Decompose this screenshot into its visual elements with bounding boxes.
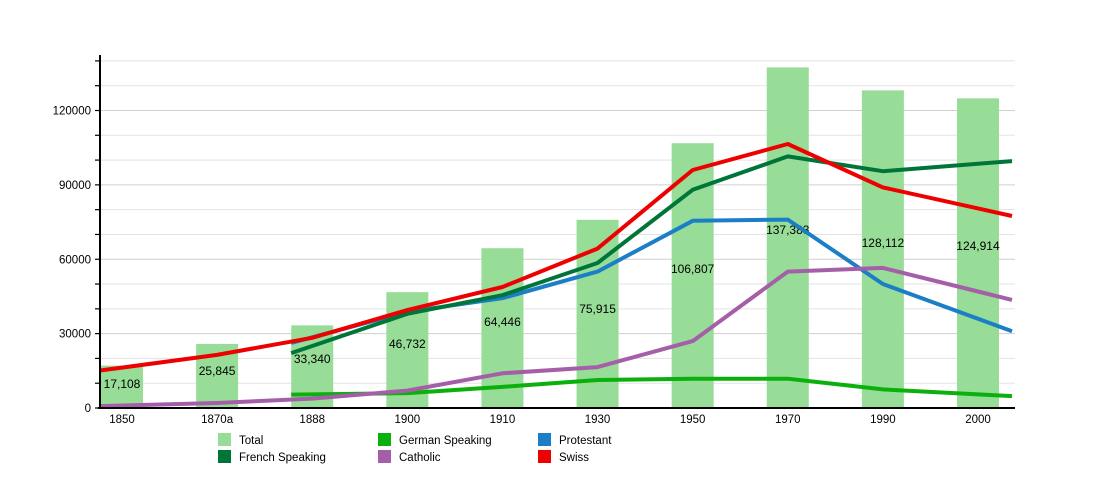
legend-label: Protestant <box>559 435 612 447</box>
bar <box>861 90 904 408</box>
legend-item: Catholic <box>378 450 441 464</box>
legend-item: French Speaking <box>218 450 326 464</box>
x-axis-label: 1950 <box>680 414 706 426</box>
x-axis-label: 2000 <box>965 414 991 426</box>
legend-swatch <box>218 450 231 463</box>
legend-item: Protestant <box>538 433 612 447</box>
line-french-speaking <box>290 154 1013 355</box>
legend-item: German Speaking <box>378 433 492 447</box>
bar-value-label: 46,732 <box>389 337 426 351</box>
x-axis-label: 1900 <box>395 414 421 426</box>
legend-label: French Speaking <box>239 452 326 464</box>
x-axis-labels-group: 1850 1870a 1888 1900 1910 1930 1950 1970 1990 200… <box>109 414 991 426</box>
y-axis-label: 60000 <box>59 254 91 266</box>
bar <box>671 143 714 408</box>
lines-group <box>99 142 1013 409</box>
legend-swatch <box>538 450 551 463</box>
x-axis-label: 1970 <box>775 414 801 426</box>
bar-labels-group: 17,108 25,845 33,340 46,732 64,446 75,915 106,… <box>104 223 1000 391</box>
bar-value-label: 17,108 <box>104 377 141 391</box>
y-axis-labels-group: 0 30000 60000 90000 120000 <box>53 106 91 416</box>
legend: Total French Speaking German Speaking Catho… <box>218 433 612 464</box>
x-axis-label: 1850 <box>109 414 135 426</box>
legend-item: Swiss <box>538 450 589 464</box>
legend-label: Total <box>239 435 263 447</box>
legend-label: Swiss <box>559 452 589 464</box>
line-swiss <box>99 142 1013 373</box>
bar <box>481 248 524 408</box>
bar <box>101 365 143 408</box>
bar-value-label: 25,845 <box>199 364 236 378</box>
y-ticks-group <box>95 60 100 409</box>
y-axis-label: 120000 <box>53 106 91 118</box>
y-axis-label: 30000 <box>59 329 91 341</box>
legend-swatch <box>218 433 231 446</box>
bar <box>766 67 809 408</box>
legend-label: German Speaking <box>399 435 492 447</box>
x-axis-label: 1990 <box>870 414 896 426</box>
x-axis-label: 1930 <box>585 414 611 426</box>
line-catholic <box>99 265 1013 409</box>
legend-swatch <box>378 450 391 463</box>
x-axis-label: 1888 <box>299 414 325 426</box>
bar-value-label: 64,446 <box>484 315 521 329</box>
bar-value-label: 124,914 <box>956 239 1000 253</box>
y-axis-label: 0 <box>85 403 91 415</box>
legend-label: Catholic <box>399 452 441 464</box>
legend-item: Total <box>218 433 263 447</box>
bar <box>956 98 999 408</box>
x-axis-label: 1870a <box>201 414 234 426</box>
bar-value-label: 75,915 <box>579 302 616 316</box>
x-axis-label: 1910 <box>490 414 516 426</box>
legend-swatch <box>538 433 551 446</box>
y-axis-label: 90000 <box>59 180 91 192</box>
bar-value-label: 128,112 <box>862 236 905 250</box>
legend-swatch <box>378 433 391 446</box>
bar-value-label: 33,340 <box>294 352 331 366</box>
bar-value-label: 106,807 <box>671 262 715 276</box>
